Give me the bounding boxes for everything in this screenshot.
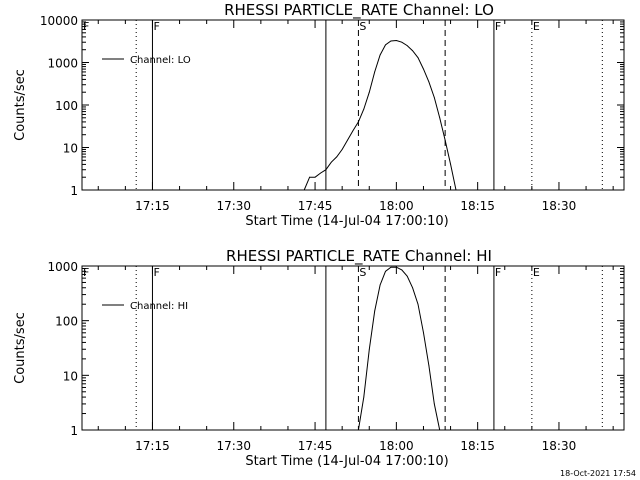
data-point — [417, 57, 419, 59]
data-point — [303, 189, 305, 191]
x-tick-label: 17:45 — [298, 199, 333, 213]
x-axis-title: Start Time (14-Jul-04 17:00:10) — [245, 214, 448, 229]
data-point — [385, 270, 386, 272]
x-tick-label: 18:00 — [379, 199, 414, 213]
marker-label: F — [495, 266, 501, 279]
data-point — [363, 108, 365, 110]
y-tick-label: 100 — [55, 315, 78, 329]
data-point — [417, 303, 419, 305]
y-tick-label: 1 — [70, 424, 78, 438]
chart-title: RHESSI PARTICLE_RATE Channel: HI — [226, 247, 492, 266]
data-point — [336, 156, 338, 158]
data-point — [455, 189, 457, 191]
data-point — [433, 403, 435, 405]
x-tick-label: 17:15 — [135, 199, 170, 213]
data-series-line — [357, 266, 441, 431]
data-point — [374, 71, 376, 73]
y-axis-title: Counts/sec — [13, 69, 28, 141]
lo-channel-panel: RHESSI PARTICLE_RATE Channel: LO 1 10 100 10… — [13, 1, 625, 229]
data-point — [395, 266, 397, 268]
marker-label: F — [153, 20, 159, 33]
x-tick-label: 17:30 — [216, 439, 251, 453]
marker-label: S — [359, 20, 366, 33]
y-axis-title: Counts/sec — [13, 312, 28, 384]
data-point — [406, 275, 408, 277]
x-tick-label: 17:30 — [216, 199, 251, 213]
data-point — [433, 97, 435, 98]
marker-label: F — [495, 20, 501, 33]
data-point — [358, 429, 359, 431]
plot-frame — [81, 19, 625, 191]
x-tick-label: 18:15 — [460, 199, 495, 213]
y-tick-label: 1000 — [47, 57, 78, 71]
data-point — [314, 176, 316, 178]
y-tick-label: 1000 — [47, 260, 78, 274]
x-tick-label: 18:30 — [542, 199, 577, 213]
plot-frame — [81, 265, 625, 431]
data-point — [439, 429, 441, 431]
data-point — [412, 50, 414, 52]
data-point — [368, 91, 370, 93]
data-point — [390, 40, 392, 42]
marker-label: E — [533, 20, 540, 33]
data-series-line — [303, 39, 457, 191]
data-point — [352, 130, 354, 131]
y-tick-label: 1 — [70, 184, 78, 198]
x-tick-label: 17:15 — [135, 439, 170, 453]
data-point — [347, 139, 348, 141]
y-tick-label: 100 — [55, 99, 78, 113]
timestamp-label: 18-Oct-2021 17:54 — [560, 469, 636, 478]
data-point — [379, 284, 381, 286]
data-point — [358, 121, 359, 123]
data-point — [428, 365, 430, 367]
data-point — [320, 172, 321, 174]
data-point — [341, 149, 343, 150]
marker-label: E — [533, 266, 540, 279]
y-tick-label: 10 — [63, 369, 78, 383]
data-point — [368, 348, 370, 350]
data-point — [401, 269, 403, 271]
x-tick-label: 17:45 — [298, 439, 333, 453]
data-point — [450, 164, 451, 165]
data-point — [444, 139, 446, 141]
data-point — [363, 396, 365, 398]
data-point — [330, 161, 332, 163]
data-point — [412, 287, 414, 289]
data-point — [428, 81, 430, 83]
data-point — [439, 117, 441, 119]
data-point — [395, 40, 397, 41]
data-point — [309, 176, 311, 178]
legend-label: Channel: HI — [130, 301, 188, 312]
chart-title: RHESSI PARTICLE_RATE Channel: LO — [224, 1, 494, 20]
x-tick-label: 18:00 — [379, 439, 414, 453]
data-point — [423, 332, 424, 334]
data-point — [379, 54, 381, 56]
data-point — [325, 169, 327, 171]
data-point — [390, 266, 392, 268]
data-point — [385, 44, 386, 46]
legend-label: Channel: LO — [130, 55, 191, 66]
x-axis-title: Start Time (14-Jul-04 17:00:10) — [245, 454, 448, 469]
data-point — [406, 45, 408, 46]
marker-label: S — [359, 266, 366, 279]
data-point — [423, 68, 424, 70]
data-point — [374, 310, 376, 312]
y-tick-label: 10000 — [40, 14, 78, 28]
marker-label: F — [83, 20, 89, 33]
data-point — [401, 41, 403, 43]
marker-label: F — [153, 266, 159, 279]
marker-label: F — [83, 266, 89, 279]
x-tick-label: 18:15 — [460, 439, 495, 453]
hi-channel-panel: RHESSI PARTICLE_RATE Channel: HI 1 10 100 10… — [13, 247, 625, 469]
y-tick-label: 10 — [63, 142, 78, 156]
x-tick-label: 18:30 — [542, 439, 577, 453]
